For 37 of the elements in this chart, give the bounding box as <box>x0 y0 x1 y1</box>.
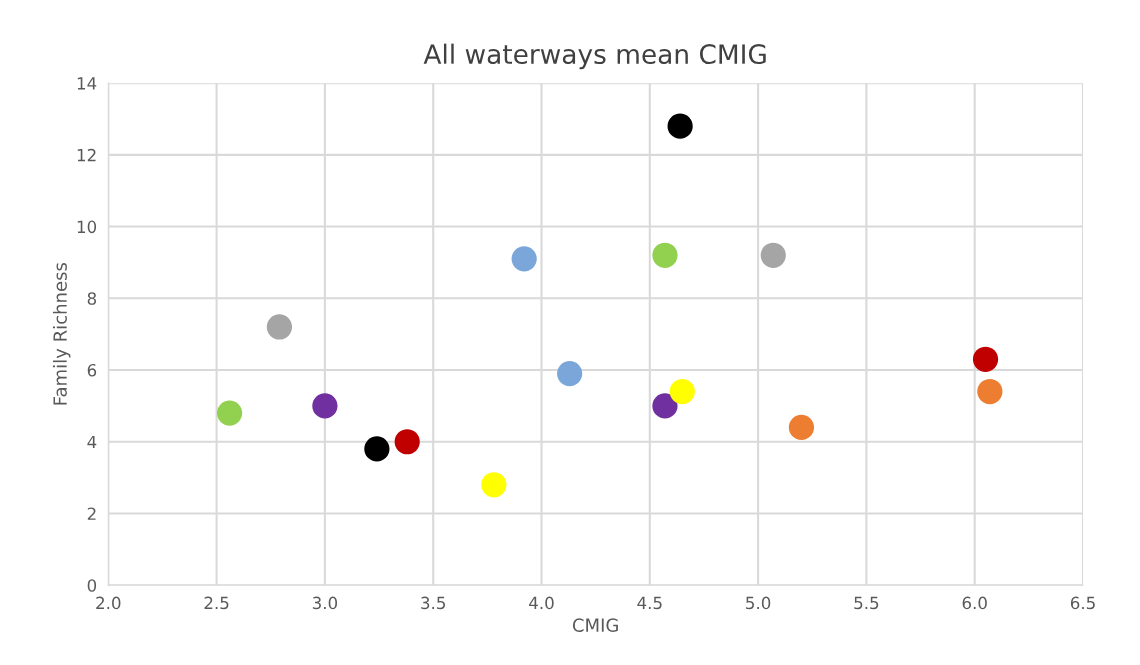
point <box>788 414 815 441</box>
point <box>511 246 537 272</box>
point <box>266 314 293 340</box>
x-tick-label: 6.0 <box>962 596 987 610</box>
point <box>652 242 678 268</box>
y-tick-label: 12 <box>77 148 96 162</box>
x-tick-label: 2.5 <box>204 596 229 610</box>
x-tick-label: 2.0 <box>96 596 121 610</box>
point <box>669 378 695 405</box>
point <box>977 378 1003 405</box>
x-tick-label: 3.0 <box>312 596 338 610</box>
point <box>216 400 243 426</box>
x-tick-label: 5.0 <box>746 596 771 610</box>
point <box>557 361 583 387</box>
chart-title: All waterways mean CMIG <box>423 43 766 70</box>
point <box>760 242 786 268</box>
x-axis-title: CMIG <box>572 618 618 632</box>
y-axis-title: Family Richness <box>52 262 71 405</box>
point <box>394 429 420 455</box>
x-tick-label: 5.5 <box>854 596 879 610</box>
point <box>652 393 678 419</box>
x-tick-label: 6.5 <box>1070 596 1095 610</box>
point <box>972 346 999 372</box>
y-tick-label: 8 <box>87 292 97 305</box>
y-tick-label: 0 <box>87 579 97 592</box>
y-tick-label: 6 <box>87 363 97 377</box>
y-tick-label: 4 <box>87 435 97 449</box>
x-tick-label: 4.5 <box>637 596 662 610</box>
x-tick-label: 3.5 <box>421 596 445 610</box>
x-tick-label: 4.0 <box>529 596 554 610</box>
point <box>667 113 693 139</box>
point <box>312 393 338 419</box>
point <box>364 436 390 462</box>
y-tick-label: 14 <box>77 77 97 90</box>
y-tick-label: 2 <box>87 507 96 520</box>
y-tick-label: 10 <box>77 220 97 234</box>
point <box>481 472 507 498</box>
